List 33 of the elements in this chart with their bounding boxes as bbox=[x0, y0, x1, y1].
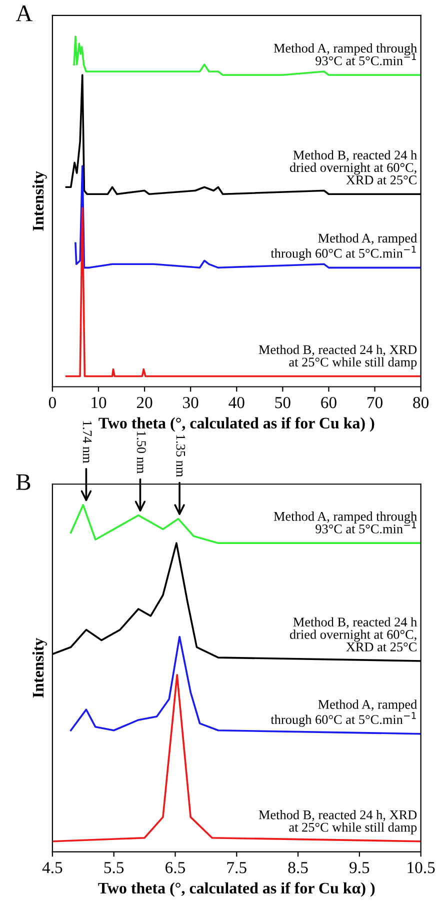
x-tick-label: 20 bbox=[136, 396, 152, 408]
x-tick-label: 40 bbox=[228, 396, 244, 408]
x-tick-label: 8.5 bbox=[288, 862, 308, 874]
series-label: Method B, reacted 24 h, XRD at 25°C while still damp bbox=[258, 810, 417, 834]
series-label: Method A, ramped through 93°C at 5°C.min$^{−1}$ bbox=[274, 43, 417, 66]
x-tick-label: 0 bbox=[48, 396, 56, 408]
x-tick-label: 50 bbox=[275, 396, 290, 408]
y-axis-title: Intensity bbox=[32, 171, 47, 231]
annotation: 1.74 nm bbox=[82, 421, 92, 464]
y-axis-title: Intensity bbox=[32, 638, 47, 698]
chart-title: A bbox=[16, 6, 32, 22]
x-tick-label: 7.5 bbox=[227, 862, 246, 874]
annotation: 1.50 nm bbox=[136, 432, 146, 474]
x-tick-label: 10 bbox=[92, 396, 106, 408]
x-axis-title: Two theta (°, calculated as if for Cu ka) ) bbox=[98, 417, 374, 432]
series-label: Method A, ramped through 60°C at 5°C.min$^{−1}$ bbox=[270, 233, 417, 261]
series-label: Method B, reacted 24 h dried overnight at 60°C, XRD at 25°C bbox=[290, 617, 417, 652]
x-tick-label: 70 bbox=[368, 396, 382, 408]
x-tick-label: 6.5 bbox=[166, 862, 186, 874]
x-axis-title: Two theta (°, calculated as if for Cu kα) ) bbox=[98, 882, 375, 897]
chart-title: B bbox=[16, 474, 30, 490]
x-tick-label: 30 bbox=[183, 396, 198, 408]
x-tick-label: 4.5 bbox=[42, 862, 62, 874]
series-label: Method B, reacted 24 h, XRD at 25°C while still damp bbox=[258, 344, 417, 370]
x-tick-label: 10.5 bbox=[408, 862, 435, 874]
x-tick-label: 5.5 bbox=[104, 862, 124, 874]
annotation: 1.35 nm bbox=[176, 435, 186, 477]
x-tick-label: 80 bbox=[413, 396, 429, 408]
x-tick-label: 60 bbox=[321, 396, 336, 408]
x-tick-label: 9.5 bbox=[350, 862, 370, 874]
series-label: Method A, ramped through 93°C at 5°C.min$^{−1}$ bbox=[274, 512, 417, 534]
series-label: Method B, reacted 24 h dried overnight at 60°C, XRD at 25°C bbox=[290, 150, 417, 184]
series-label: Method A, ramped through 60°C at 5°C.min$^{−1}$ bbox=[270, 700, 417, 727]
